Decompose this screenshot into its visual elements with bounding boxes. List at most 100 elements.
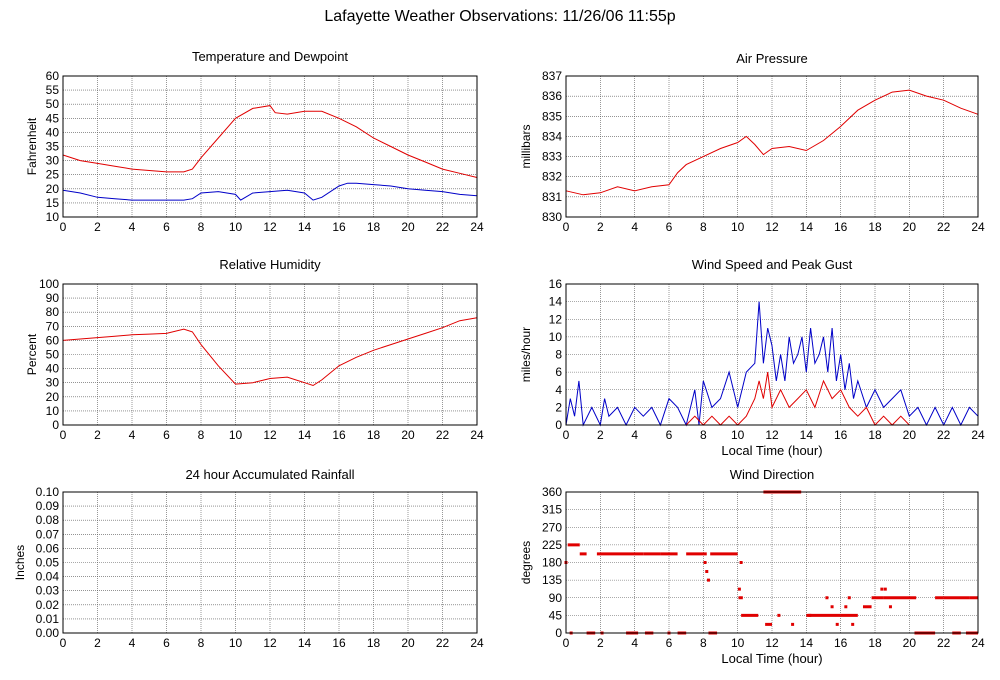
x-tick-label: 14 (298, 220, 312, 234)
x-tick-label: 10 (731, 428, 745, 442)
y-tick-label: 70 (46, 319, 60, 333)
temp-title: Temperature and Dewpoint (192, 49, 348, 64)
direction-xlabel: Local Time (hour) (721, 651, 822, 666)
rain-frame (62, 491, 478, 634)
x-tick-label: 6 (666, 428, 673, 442)
humidity-ylabel: Percent (25, 333, 39, 375)
rain-ylabel: Inches (13, 545, 27, 580)
x-tick-label: 8 (700, 220, 707, 234)
y-tick-label: 15 (46, 196, 60, 210)
y-tick-label: 40 (46, 125, 60, 139)
y-tick-label: 270 (542, 520, 562, 534)
x-tick-label: 0 (563, 220, 570, 234)
temp-series-0 (62, 105, 478, 178)
direction-point (808, 613, 812, 617)
x-tick-label: 8 (700, 428, 707, 442)
x-tick-label: 12 (263, 428, 277, 442)
x-tick-label: 0 (60, 220, 67, 234)
x-tick-label: 24 (470, 636, 484, 650)
x-tick-label: 22 (937, 428, 951, 442)
y-tick-label: 830 (542, 210, 562, 224)
y-tick-label: 0.04 (36, 570, 60, 584)
x-tick-label: 18 (868, 220, 882, 234)
x-tick-label: 10 (229, 428, 243, 442)
y-tick-label: 10 (46, 404, 60, 418)
x-tick-label: 6 (163, 220, 170, 234)
y-tick-label: 832 (542, 170, 562, 184)
x-tick-label: 2 (597, 428, 604, 442)
x-tick-label: 8 (198, 220, 205, 234)
direction-point (844, 605, 848, 609)
y-tick-label: 2 (555, 400, 562, 414)
y-tick-label: 0 (555, 626, 562, 640)
humidity-frame (62, 283, 478, 426)
x-tick-label: 22 (436, 636, 450, 650)
x-tick-label: 2 (94, 220, 101, 234)
direction-ylabel: degrees (519, 541, 533, 584)
x-tick-label: 22 (937, 636, 951, 650)
direction-point (880, 587, 884, 591)
y-tick-label: 0.07 (36, 527, 60, 541)
y-tick-label: 14 (549, 295, 563, 309)
humidity-title: Relative Humidity (219, 257, 321, 272)
x-tick-label: 14 (298, 428, 312, 442)
y-tick-label: 180 (542, 556, 562, 570)
y-tick-label: 90 (46, 291, 60, 305)
wind-xlabel: Local Time (hour) (721, 443, 822, 458)
x-tick-label: 12 (263, 220, 277, 234)
wind-frame (565, 283, 979, 426)
x-tick-label: 24 (971, 636, 985, 650)
x-tick-label: 14 (800, 220, 814, 234)
y-tick-label: 833 (542, 150, 562, 164)
x-tick-label: 10 (229, 636, 243, 650)
humidity-series-0 (62, 317, 478, 387)
y-tick-label: 10 (549, 330, 563, 344)
y-tick-label: 4 (555, 383, 562, 397)
x-tick-label: 16 (332, 636, 346, 650)
y-tick-label: 45 (549, 608, 563, 622)
direction-point (830, 605, 834, 609)
y-tick-label: 360 (542, 485, 562, 499)
x-tick-label: 16 (332, 220, 346, 234)
y-tick-label: 90 (549, 591, 563, 605)
x-tick-label: 12 (765, 220, 779, 234)
x-tick-label: 18 (868, 636, 882, 650)
direction-point (883, 587, 887, 591)
y-tick-label: 135 (542, 573, 562, 587)
x-tick-label: 4 (129, 428, 136, 442)
direction-point (847, 596, 851, 600)
direction-point (705, 570, 709, 574)
x-tick-label: 4 (631, 636, 638, 650)
x-tick-label: 4 (631, 220, 638, 234)
direction-frame (565, 491, 979, 634)
direction-point (851, 622, 855, 626)
x-tick-label: 16 (834, 220, 848, 234)
pressure-series-0 (565, 89, 979, 196)
x-tick-label: 24 (971, 428, 985, 442)
direction-point (739, 561, 743, 564)
pressure-ylabel: millibars (519, 124, 533, 168)
x-tick-label: 22 (937, 220, 951, 234)
x-tick-label: 18 (367, 220, 381, 234)
x-tick-label: 4 (631, 428, 638, 442)
y-tick-label: 315 (542, 503, 562, 517)
y-tick-label: 837 (542, 69, 562, 83)
x-tick-label: 4 (129, 636, 136, 650)
x-tick-label: 24 (470, 428, 484, 442)
x-tick-label: 20 (401, 220, 415, 234)
y-tick-label: 0.03 (36, 584, 60, 598)
temp-ylabel: Fahrenheit (25, 117, 39, 175)
y-tick-label: 0.08 (36, 513, 60, 527)
direction-panel: 0 2 4 6 8 10 12 14 16 18 20 22 240459013518022527031… (519, 467, 985, 666)
y-tick-label: 835 (542, 109, 562, 123)
y-tick-label: 20 (46, 390, 60, 404)
y-tick-label: 60 (46, 69, 60, 83)
temp-frame (62, 75, 478, 218)
x-tick-label: 6 (666, 636, 673, 650)
wind-series-0 (565, 301, 979, 427)
x-tick-label: 16 (834, 636, 848, 650)
y-tick-label: 0.09 (36, 499, 60, 513)
rain-panel: 0 2 4 6 8 10 12 14 16 18 20 22 240.000.010.020.030.0… (13, 467, 484, 650)
